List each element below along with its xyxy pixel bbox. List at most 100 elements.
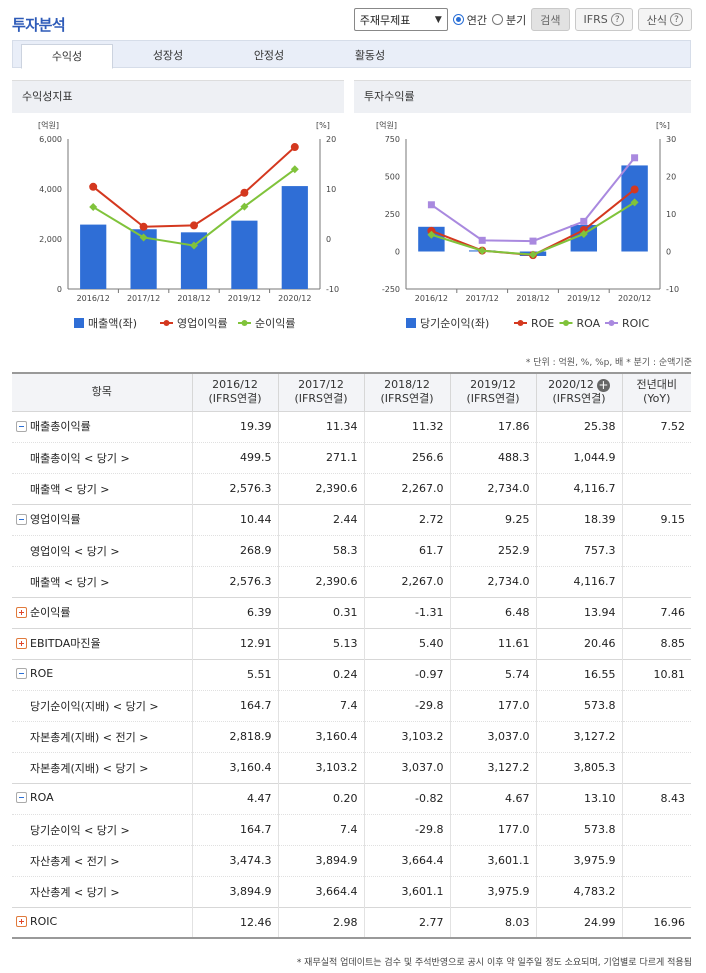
- collapse-icon[interactable]: [16, 420, 27, 432]
- point-순이익률: [89, 203, 98, 212]
- value-cell: 2.77: [363, 906, 450, 939]
- value-cell: 16.55: [535, 658, 622, 691]
- radio-annual-label: 연간: [466, 13, 488, 27]
- tab-activity[interactable]: 활동성: [354, 49, 386, 62]
- x-tick-label: 2016/12: [77, 294, 110, 303]
- tab-stability[interactable]: 안정성: [253, 49, 285, 62]
- radio-checked-icon[interactable]: [452, 14, 464, 25]
- value-cell: 3,894.9: [277, 845, 364, 877]
- expand-icon[interactable]: [16, 915, 27, 927]
- unit-note: * 단위 : 억원, %, %p, 배 * 분기 : 순액기준: [525, 358, 692, 368]
- value-cell: 7.52: [621, 411, 691, 443]
- value-cell: 11.61: [449, 627, 536, 660]
- value-cell: 3,160.4: [277, 721, 364, 753]
- value-cell: 573.8: [535, 690, 622, 722]
- value-cell: 12.91: [191, 627, 278, 660]
- statement-select-value: 주재무제표: [359, 13, 411, 27]
- value-cell: 488.3: [449, 442, 536, 474]
- return-chart-title: 투자수익률: [354, 81, 691, 113]
- table-row: 영업이익 < 당기 > 268.9 58.3 61.7 252.9 757.3: [12, 535, 691, 567]
- row-label: EBITDA마진율: [30, 637, 101, 651]
- value-cell: 9.25: [449, 503, 536, 536]
- point-ROE: [630, 185, 639, 194]
- value-cell: 6.39: [191, 596, 278, 629]
- row-label: 영업이익률: [30, 513, 81, 527]
- legend-label: ROE: [531, 317, 554, 330]
- collapse-icon[interactable]: [16, 668, 27, 679]
- legend-label: ROA: [577, 317, 601, 330]
- row-label-cell: ROIC: [12, 906, 192, 939]
- point-ROIC: [631, 154, 639, 162]
- legend-swatch: [74, 318, 84, 328]
- value-cell: 11.32: [363, 411, 450, 443]
- value-cell: 3,975.9: [449, 876, 536, 908]
- value-cell: 2.98: [277, 906, 364, 939]
- row-label: 순이익률: [30, 606, 71, 620]
- y-right-tick: 20: [326, 135, 336, 144]
- search-button[interactable]: 검색: [531, 8, 570, 31]
- value-cell: 13.10: [535, 782, 622, 815]
- row-label: ROE: [30, 667, 54, 680]
- question-icon: ?: [670, 13, 683, 26]
- return-chart-panel: 투자수익률 [억원] [%] 750 500 250 0 -250 30 20 10 0 -10 201…: [354, 80, 691, 338]
- value-cell: 3,975.9: [535, 845, 622, 877]
- row-label-cell: 자산총계 < 전기 >: [12, 845, 192, 877]
- question-icon: ?: [610, 13, 624, 26]
- page-title: 투자분석: [12, 16, 66, 34]
- value-cell: 16.96: [621, 906, 691, 939]
- point-ROIC: [478, 236, 486, 244]
- row-label: 매출액 < 당기 >: [30, 575, 110, 589]
- value-cell: -0.97: [363, 658, 450, 691]
- collapse-icon[interactable]: [16, 513, 27, 525]
- ifrs-label: IFRS: [583, 13, 608, 26]
- value-cell: 58.3: [277, 535, 364, 567]
- value-cell: 499.5: [191, 442, 278, 474]
- expand-icon[interactable]: [16, 606, 27, 618]
- formula-help-button[interactable]: 산식?: [637, 8, 692, 31]
- point-영업이익률: [290, 143, 299, 152]
- y-left-tick: -250: [382, 285, 400, 294]
- table-row: 자산총계 < 당기 > 3,894.9 3,664.4 3,601.1 3,975.9 4…: [12, 876, 691, 908]
- formula-label: 산식: [646, 13, 667, 27]
- x-tick-label: 2020/12: [618, 294, 651, 303]
- x-tick-label: 2019/12: [567, 294, 600, 303]
- value-cell: 757.3: [535, 535, 622, 567]
- collapse-icon[interactable]: [16, 792, 27, 803]
- row-label-cell: ROE: [12, 658, 192, 691]
- table-row: 매출액 < 당기 > 2,576.3 2,390.6 2,267.0 2,734.0 4,…: [12, 566, 691, 598]
- controls-bar: 주재무제표 ▼ 연간 분기 검색 IFRS? 산식?: [353, 8, 692, 31]
- expand-icon[interactable]: [16, 637, 27, 649]
- row-label-cell: 순이익률: [12, 596, 192, 629]
- value-cell: [621, 442, 691, 474]
- radio-quarter[interactable]: 분기: [492, 12, 526, 28]
- row-label: ROA: [30, 791, 54, 804]
- value-cell: 177.0: [449, 690, 536, 722]
- table-row: 자본총계(지배) < 전기 > 2,818.9 3,160.4 3,103.2 3,03…: [12, 721, 691, 753]
- value-cell: [621, 752, 691, 784]
- add-column-icon[interactable]: +: [596, 377, 610, 392]
- tab-growth[interactable]: 성장성: [152, 49, 184, 62]
- search-button-label: 검색: [540, 13, 561, 27]
- row-label: 자산총계 < 전기 >: [30, 854, 120, 868]
- radio-annual[interactable]: 연간: [452, 12, 488, 28]
- value-cell: [621, 566, 691, 598]
- ifrs-help-button[interactable]: IFRS?: [574, 8, 633, 31]
- legend-marker: [608, 320, 615, 326]
- row-label: 매출총이익 < 당기 >: [30, 451, 130, 465]
- table-row: ROE 5.51 0.24 -0.97 5.74 16.55 10.81: [12, 658, 691, 691]
- statement-select[interactable]: 주재무제표 ▼: [353, 8, 448, 31]
- value-cell: [621, 535, 691, 567]
- value-cell: 252.9: [449, 535, 536, 567]
- row-label-cell: 당기순이익 < 당기 >: [12, 814, 192, 846]
- y-left-tick: 4,000: [39, 185, 62, 194]
- legend-label: 매출액(좌): [88, 317, 137, 330]
- value-cell: 5.13: [277, 627, 364, 660]
- radio-unchecked-icon[interactable]: [492, 14, 504, 25]
- value-cell: 11.34: [277, 411, 364, 443]
- value-cell: 0.20: [277, 782, 364, 815]
- value-cell: 3,664.4: [277, 876, 364, 908]
- table-row: EBITDA마진율 12.91 5.13 5.40 11.61 20.46 8.85: [12, 627, 691, 660]
- value-cell: 2,267.0: [363, 473, 450, 505]
- tab-profitability[interactable]: 수익성: [21, 44, 113, 69]
- header-2017: 2017/12 (IFRS연결): [277, 372, 364, 412]
